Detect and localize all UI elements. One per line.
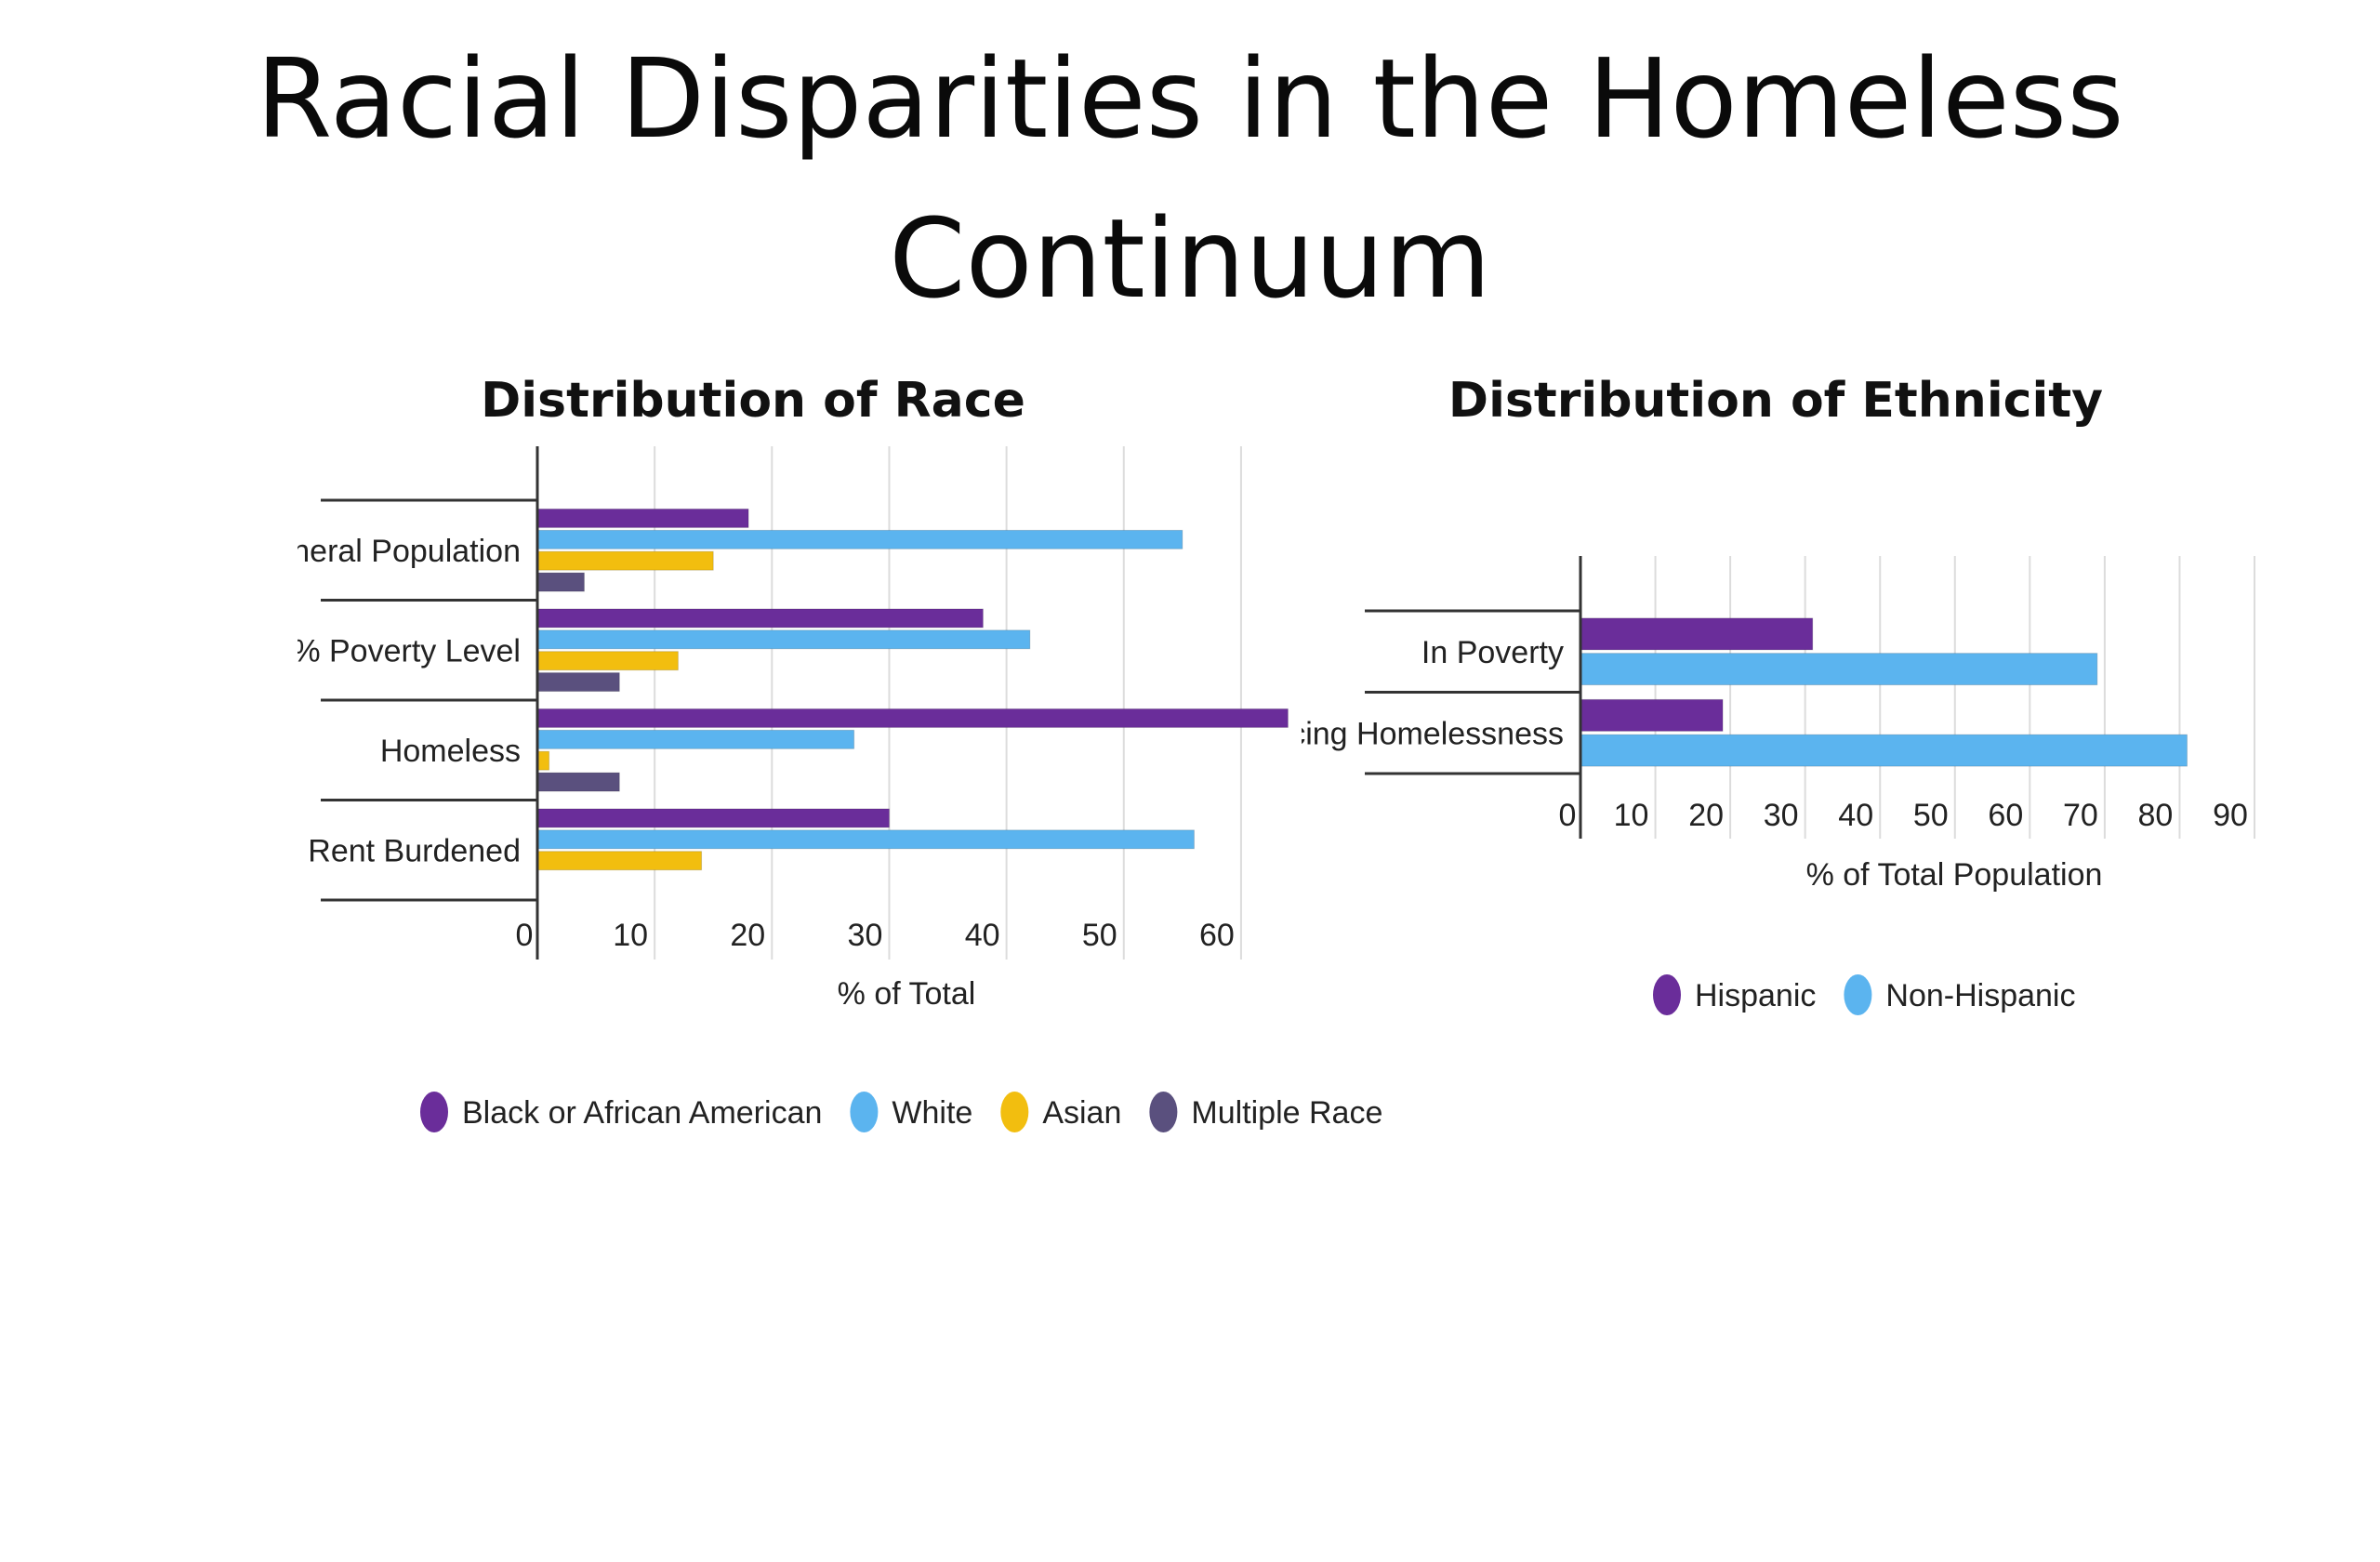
bar-hispanic-experiencing-homelessness [1580, 698, 1724, 732]
legend-label-white: White [892, 1095, 972, 1131]
bar-white-50-poverty-level [536, 629, 1031, 650]
bar-non-hispanic-experiencing-homelessness [1580, 734, 2188, 767]
bar-asian-50-poverty-level [536, 651, 679, 671]
x-axis-label: % of Total [838, 976, 976, 1012]
slide-title-line-1: Racial Disparities in the Homeless [256, 34, 2124, 163]
x-tick-label-50: 50 [1913, 798, 1949, 833]
category-label-general-population: General Population [298, 534, 521, 569]
chart-title: Distribution of Ethnicity [1448, 373, 2103, 429]
category-label-homeless: Homeless [380, 734, 521, 769]
x-tick-label-60: 60 [1988, 798, 2023, 833]
legend-label-hispanic: Hispanic [1695, 978, 1816, 1013]
legend-swatch-hispanic [1653, 974, 1681, 1015]
category-label-50-poverty-level: 50% Poverty Level [298, 633, 521, 668]
bar-white-rent-burdened [536, 829, 1195, 850]
x-tick-label-90: 90 [2213, 798, 2248, 833]
bar-multiple-race-general-population [536, 572, 585, 592]
x-tick-label-40: 40 [965, 918, 1000, 953]
x-tick-label-30: 30 [1764, 798, 1799, 833]
bar-asian-rent-burdened [536, 851, 703, 871]
x-tick-label-70: 70 [2063, 798, 2098, 833]
race-chart: Distribution of Race General Population 50… [298, 373, 1382, 1132]
x-tick-label-10: 10 [613, 918, 648, 953]
legend-label-black-or-african-american: Black or African American [462, 1095, 822, 1131]
bar-white-homeless [536, 729, 855, 749]
category-label-rent-burdened: Rent Burdened [308, 833, 521, 868]
bar-hispanic-in-poverty [1580, 617, 1814, 651]
legend-swatch-black-or-african-american [420, 1092, 448, 1132]
bar-multiple-race-50-poverty-level [536, 672, 620, 693]
bar-asian-homeless [536, 750, 550, 771]
bar-black-or-african-american-general-population [536, 508, 749, 528]
x-tick-label-80: 80 [2138, 798, 2174, 833]
x-tick-label-10: 10 [1614, 798, 1649, 833]
x-tick-label-0: 0 [1559, 798, 1577, 833]
bar-asian-general-population [536, 550, 714, 571]
bar-black-or-african-american-homeless [536, 708, 1289, 728]
x-tick-label-20: 20 [730, 918, 765, 953]
slide-title: Racial Disparities in the Homeless Conti… [0, 19, 2380, 338]
legend-label-non-hispanic: Non-Hispanic [1885, 978, 2075, 1013]
legend-swatch-non-hispanic [1844, 974, 1872, 1015]
x-tick-label-0: 0 [516, 918, 534, 953]
slide-title-line-2: Continuum [889, 194, 1491, 323]
legend-swatch-multiple-race [1149, 1092, 1178, 1132]
bar-black-or-african-american-rent-burdened [536, 808, 890, 828]
ethnicity-chart: Distribution of Ethnicity In Poverty Exper… [1302, 373, 2255, 1015]
bar-multiple-race-homeless [536, 772, 620, 792]
x-tick-label-20: 20 [1688, 798, 1724, 833]
x-tick-label-50: 50 [1082, 918, 1117, 953]
category-label-in-poverty: In Poverty [1421, 635, 1564, 670]
x-axis-label: % of Total Population [1806, 857, 2103, 893]
x-tick-label-60: 60 [1199, 918, 1235, 953]
x-tick-label-40: 40 [1838, 798, 1873, 833]
chart-title: Distribution of Race [481, 373, 1025, 429]
bar-white-general-population [536, 529, 1183, 549]
legend-label-asian: Asian [1042, 1095, 1121, 1131]
legend-label-multiple-race: Multiple Race [1191, 1095, 1382, 1131]
legend-swatch-white [850, 1092, 879, 1132]
x-tick-label-30: 30 [848, 918, 883, 953]
legend-swatch-asian [1000, 1092, 1029, 1132]
bar-black-or-african-american-50-poverty-level [536, 608, 984, 629]
bar-non-hispanic-in-poverty [1580, 653, 2098, 686]
category-label-experiencing-homelessness: Experiencing Homelessness [1302, 716, 1564, 751]
